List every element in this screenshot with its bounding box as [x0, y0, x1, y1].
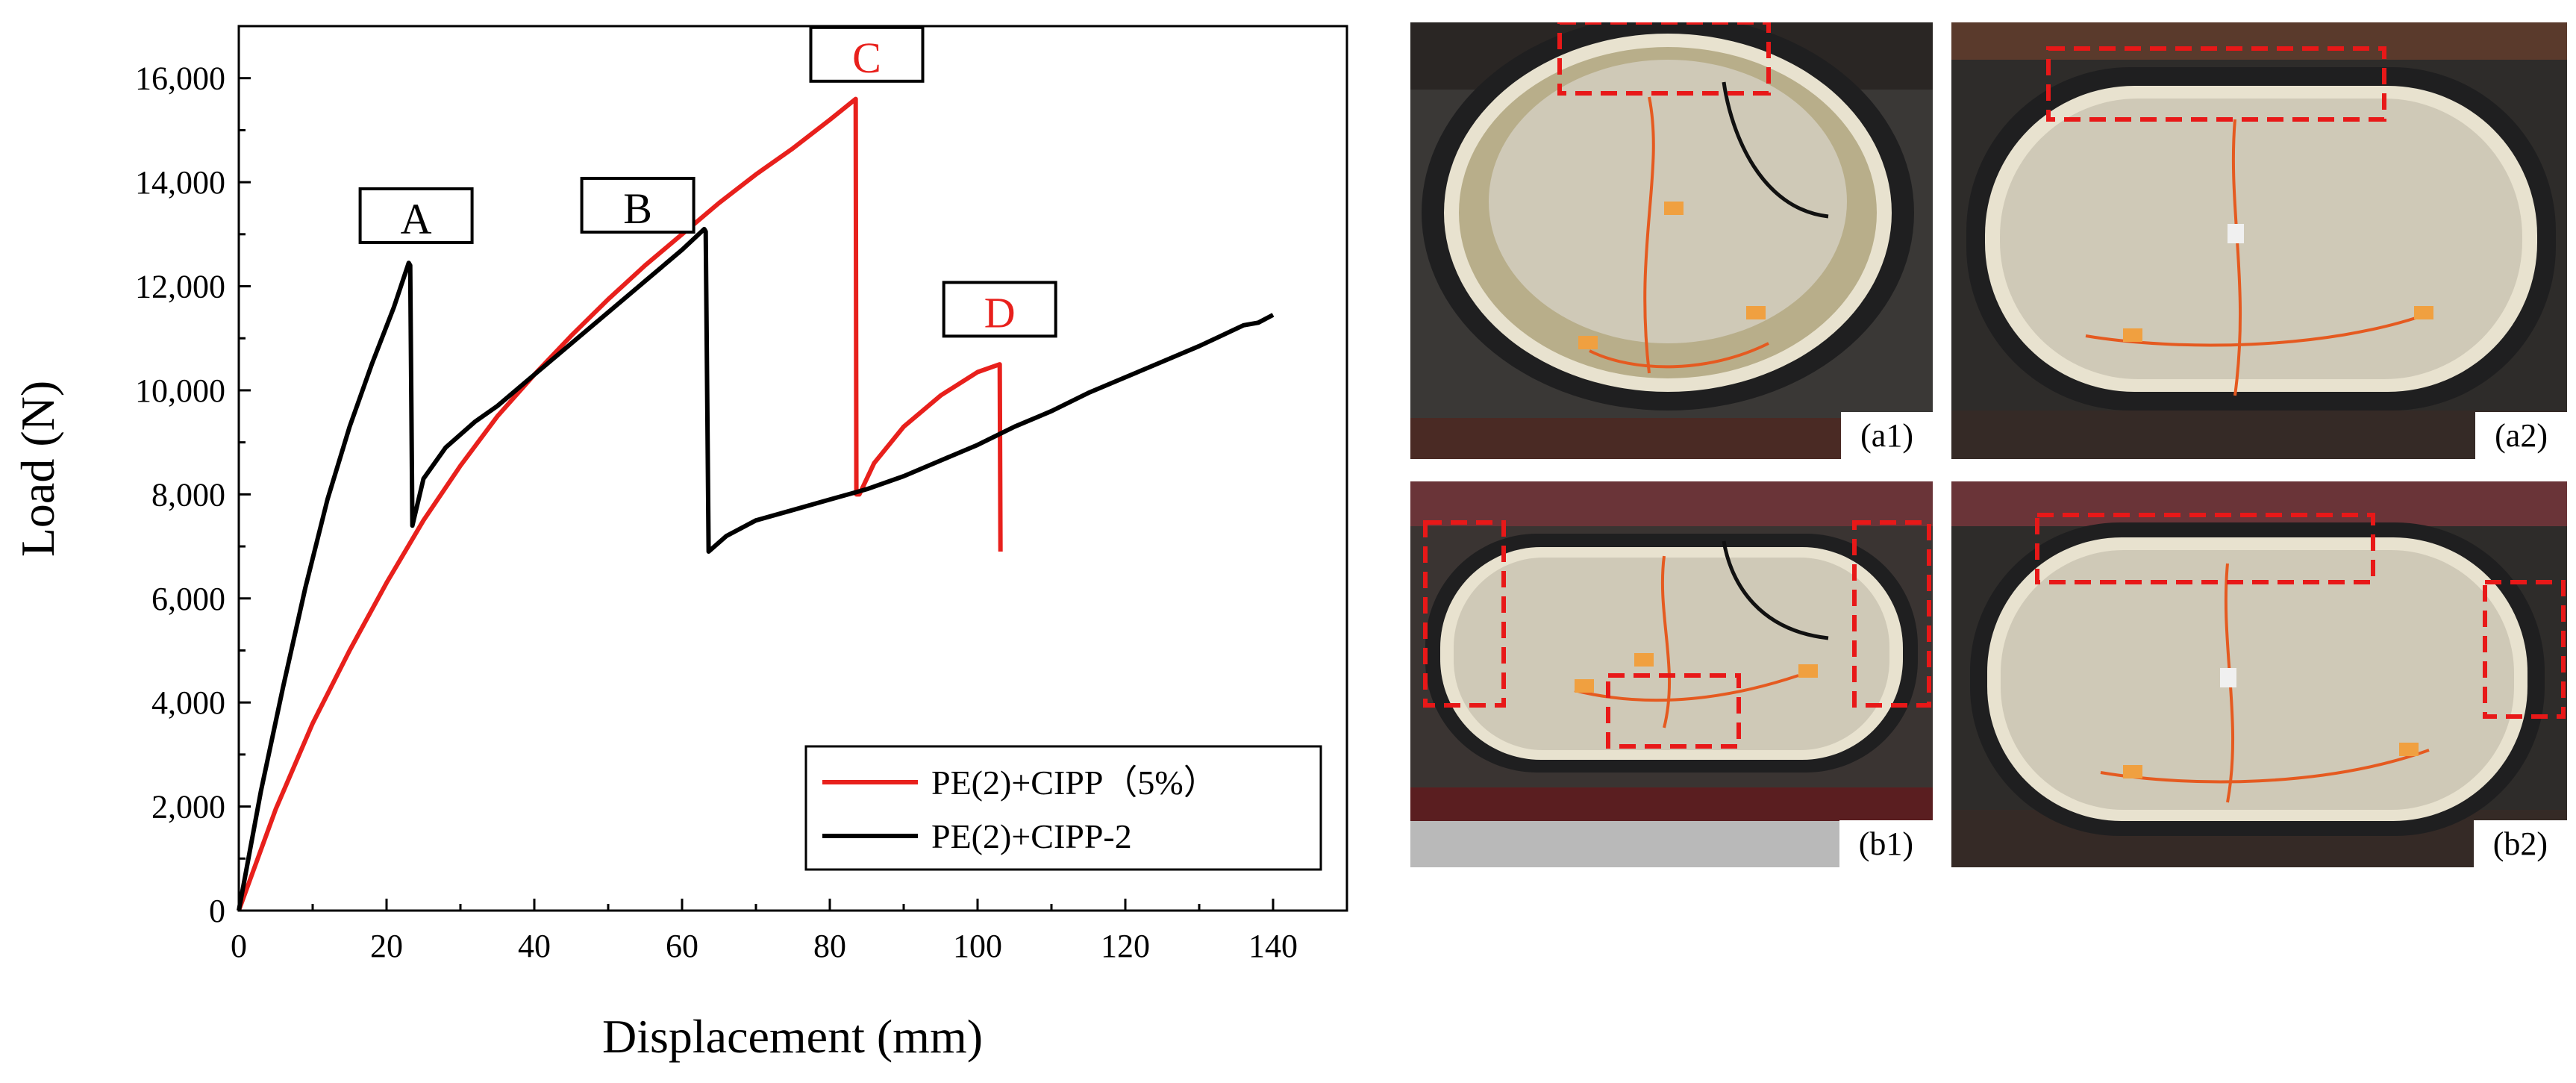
x-tick-label: 0: [231, 928, 247, 964]
annotation-box: [809, 25, 925, 83]
chart-legend: PE(2)+CIPP（5%） PE(2)+CIPP-2: [804, 745, 1322, 871]
series-line-1: [237, 96, 1003, 912]
annotation-label: D: [984, 288, 1016, 337]
x-axis-title: Displacement (mm): [602, 1010, 983, 1063]
annotation-B: B: [580, 176, 695, 234]
y-tick-label: 8,000: [151, 476, 225, 513]
y-tick-label: 6,000: [151, 581, 225, 617]
x-tick-label: 120: [1101, 928, 1150, 964]
annotation-box: [580, 176, 695, 234]
annotation-label: B: [623, 184, 652, 233]
y-axis-title: Load (N): [11, 381, 64, 557]
x-tick-label: 20: [370, 928, 403, 964]
legend-label-1: PE(2)+CIPP（5%）: [931, 764, 1218, 802]
photo-b2: (b2): [1951, 481, 2567, 867]
series-line-2: [237, 226, 1275, 911]
legend-label-2: PE(2)+CIPP-2: [931, 817, 1132, 855]
annotation-A: A: [358, 187, 474, 244]
x-tick-label: 140: [1248, 928, 1298, 964]
legend-box: [804, 745, 1322, 871]
y-tick-label: 4,000: [151, 684, 225, 721]
annotation-C: C: [809, 25, 925, 83]
y-tick-label: 2,000: [151, 789, 225, 825]
plot-frame: [237, 25, 1348, 912]
photo-b2-label: (b2): [2473, 820, 2567, 867]
load-displacement-chart: 0 20 40 60 80 100 120 140 0 2,000 4,000 6,000 8,000 1…: [11, 25, 1348, 1063]
y-tick-label: 0: [209, 893, 225, 929]
photo-a2: (a2): [1951, 22, 2567, 459]
photo-a1-label: (a1): [1841, 412, 1933, 459]
y-tick-label: 16,000: [135, 60, 225, 97]
x-tick-label: 80: [813, 928, 846, 964]
photo-a1: (a1): [1410, 22, 1933, 459]
annotation-box: [942, 281, 1057, 338]
axis-ticks: 0 20 40 60 80 100 120 140 0 2,000 4,000 6,000 8,000 1…: [135, 60, 1298, 964]
photo-b1-label: (b1): [1839, 820, 1933, 867]
annotation-D: D: [942, 281, 1057, 338]
chart-curves: [237, 96, 1275, 912]
chart-annotations: A B C D: [358, 25, 1057, 338]
photo-b1: (b1): [1410, 481, 1933, 867]
y-tick-label: 12,000: [135, 269, 225, 305]
y-tick-label: 14,000: [135, 164, 225, 201]
annotation-box: [358, 187, 474, 244]
x-tick-label: 40: [518, 928, 551, 964]
photo-a2-label: (a2): [2475, 412, 2567, 459]
y-tick-label: 10,000: [135, 372, 225, 409]
x-tick-label: 60: [666, 928, 698, 964]
annotation-label: A: [401, 195, 432, 243]
annotation-label: C: [852, 34, 881, 82]
x-tick-label: 100: [953, 928, 1002, 964]
